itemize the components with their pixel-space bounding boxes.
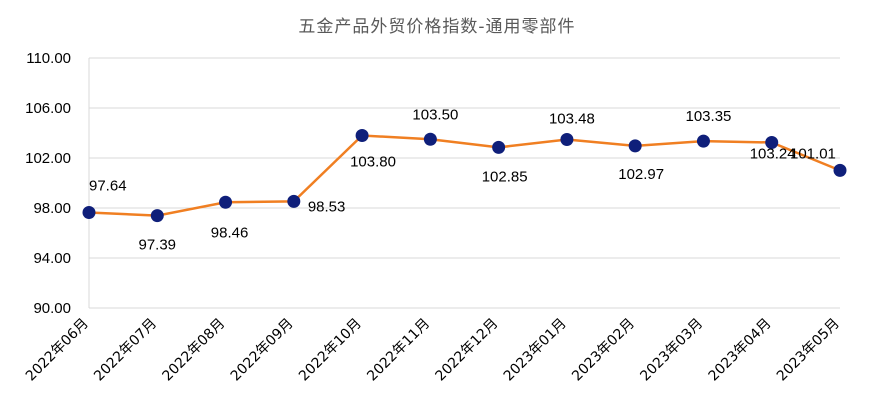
y-tick-label: 98.00 [33, 200, 71, 217]
x-tick-label: 2023年05月 [774, 316, 843, 385]
data-point [150, 209, 164, 223]
y-tick-label: 90.00 [33, 300, 71, 317]
data-point [833, 163, 847, 177]
data-point [765, 136, 779, 149]
x-tick-label: 2023年01月 [501, 316, 570, 385]
data-point [492, 140, 506, 154]
data-label: 103.50 [412, 106, 458, 123]
x-tick-label: 2022年08月 [159, 316, 228, 385]
data-point [82, 206, 96, 219]
data-label: 102.85 [482, 168, 528, 185]
x-tick-label: 2022年10月 [296, 316, 365, 385]
y-tick-label: 102.00 [25, 150, 71, 167]
data-label: 97.64 [89, 178, 127, 195]
data-label: 103.35 [686, 108, 732, 125]
data-label: 98.46 [211, 224, 249, 241]
x-tick-label: 2022年12月 [433, 316, 502, 385]
series-line [88, 134, 841, 217]
x-tick-label: 2022年09月 [228, 316, 297, 385]
data-label: 97.39 [138, 237, 176, 254]
data-point [696, 134, 710, 148]
data-label: 103.48 [549, 111, 595, 128]
data-label: 101.01 [790, 145, 836, 162]
x-tick-label: 2022年06月 [23, 316, 92, 385]
chart-title: 五金产品外贸价格指数-通用零部件 [298, 17, 576, 37]
y-tick-label: 106.00 [25, 100, 71, 117]
data-point [423, 132, 437, 146]
data-label: 102.97 [618, 166, 664, 183]
data-point [287, 194, 301, 208]
data-label: 103.24 [750, 146, 796, 163]
x-tick-label: 2023年03月 [637, 316, 706, 385]
data-label: 103.80 [350, 154, 396, 171]
data-point [355, 129, 369, 142]
x-tick-label: 2022年11月 [364, 316, 433, 385]
x-tick-label: 2022年07月 [91, 316, 160, 385]
x-tick-label: 2023年02月 [569, 316, 638, 385]
data-point [560, 133, 574, 146]
data-point [628, 139, 642, 153]
data-label: 98.53 [308, 198, 346, 215]
data-point [219, 195, 233, 209]
y-tick-label: 110.00 [26, 50, 71, 67]
x-tick-label: 2023年04月 [706, 316, 775, 385]
y-tick-label: 94.00 [33, 250, 71, 267]
